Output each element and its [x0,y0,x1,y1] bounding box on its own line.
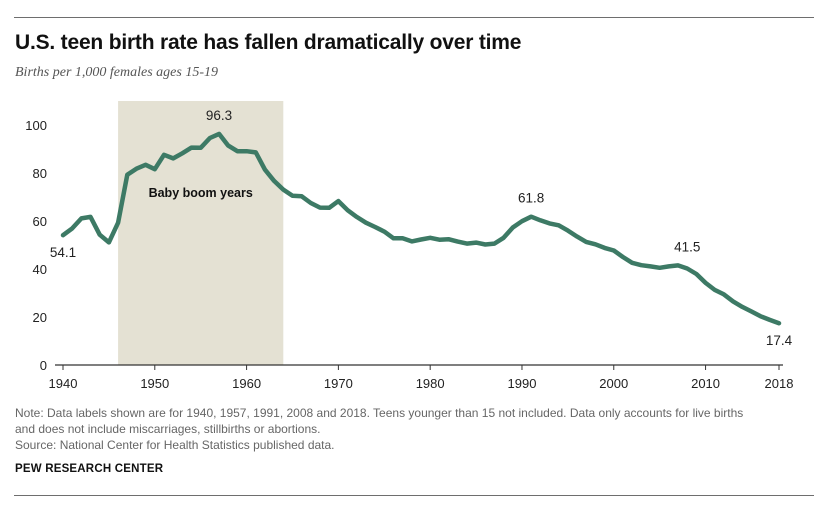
chart-note: Note: Data labels shown are for 1940, 19… [15,405,815,453]
teen-birth-rate-line [60,131,782,326]
data-label: 54.1 [50,245,76,260]
y-tick-label: 60 [33,214,47,229]
data-label: 96.3 [206,108,232,123]
note-line-2: and does not include miscarriages, still… [15,422,321,436]
baby-boom-shade [118,101,284,365]
brand-name: PEW RESEARCH CENTER [15,463,164,475]
axis-layer: 0 20 40 60 80 100 1940 1950 1960 1970 1980 1990 2000… [25,118,793,391]
y-tick-label: 40 [33,262,47,277]
y-tick-label: 0 [40,358,47,373]
line-chart: Baby boom years 0 20 40 60 80 100 1940 1950 1960… [25,101,793,391]
x-tick-label: 1950 [140,376,169,391]
data-label-layer: 54.1 96.3 61.8 41.5 17.4 [50,108,793,348]
note-line-1: Note: Data labels shown are for 1940, 19… [15,406,744,420]
bottom-rule [14,495,814,496]
y-tick-label: 100 [25,118,47,133]
chart-subtitle: Births per 1,000 females ages 15-19 [15,65,218,80]
data-label: 61.8 [518,191,544,206]
series-layer [60,131,782,326]
x-tick-label: 2000 [599,376,628,391]
top-rule [14,17,814,18]
x-tick-label: 1990 [508,376,537,391]
x-tick-label: 2010 [691,376,720,391]
shaded-region-label: Baby boom years [149,186,253,200]
y-tick-label: 20 [33,310,47,325]
data-label: 17.4 [766,333,793,348]
x-tick-label: 2018 [765,376,794,391]
y-tick-label: 80 [33,166,47,181]
x-tick-label: 1960 [232,376,261,391]
shaded-region-layer: Baby boom years [118,101,284,365]
x-tick-label: 1970 [324,376,353,391]
x-tick-label: 1940 [49,376,78,391]
chart-title: U.S. teen birth rate has fallen dramatic… [15,31,522,54]
source-line: Source: National Center for Health Stati… [15,438,335,452]
data-label: 41.5 [674,239,700,254]
x-tick-label: 1980 [416,376,445,391]
